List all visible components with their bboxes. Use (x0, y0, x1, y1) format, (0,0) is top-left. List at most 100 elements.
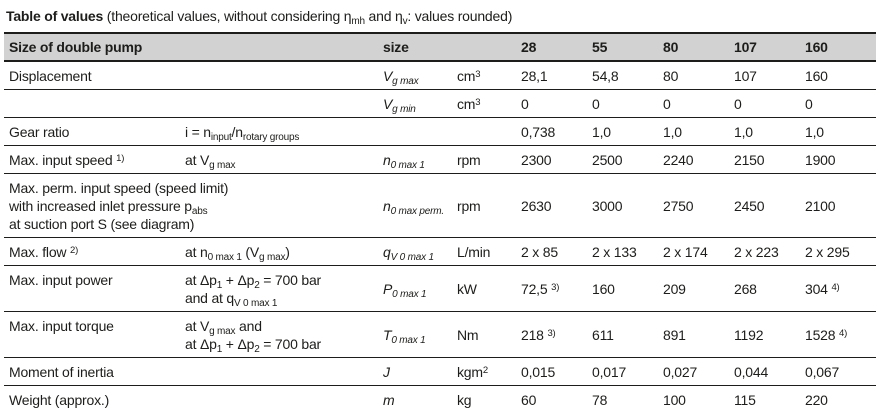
value-cell: 72,5 3) (521, 281, 560, 297)
value-cell: 0,067 (805, 364, 840, 380)
table-header-row: Size of double pump size 28 55 80 107 16… (4, 33, 876, 61)
value-cell: 2300 (521, 152, 552, 168)
param-label: Displacement (9, 68, 92, 84)
header-size-55: 55 (592, 39, 608, 55)
value-cell: 218 3) (521, 327, 556, 343)
table-title: Table of values (theoretical values, wit… (6, 7, 876, 27)
value-cell: 0,027 (663, 364, 698, 380)
param-symbol: Vg min (383, 96, 416, 115)
value-cell: 60 (521, 392, 537, 408)
value-cell: 0,015 (521, 364, 556, 380)
value-cell: 107 (734, 68, 757, 84)
value-cell: 304 4) (805, 281, 840, 297)
header-size: size (383, 39, 409, 55)
param-condition: i = ninput/nrotary groups (185, 124, 300, 143)
value-cell: 1,0 (592, 124, 611, 140)
param-condition: at Δp1 + Δp2 = 700 bar and at qV 0 max 1 (185, 272, 322, 309)
header-size-160: 160 (805, 39, 828, 55)
param-unit: rpm (457, 198, 481, 214)
value-cell: 160 (805, 68, 828, 84)
values-table: Size of double pump size 28 55 80 107 16… (4, 32, 876, 412)
param-symbol: n0 max perm. (383, 198, 444, 217)
param-condition (185, 358, 383, 386)
table-title-bold: Table of values (6, 8, 104, 24)
value-cell: 2 x 133 (592, 244, 637, 260)
header-size-80: 80 (663, 39, 679, 55)
value-cell: 2750 (663, 198, 694, 214)
table-row: Max. perm. input speed (speed limit) with… (4, 174, 876, 238)
param-condition (185, 386, 383, 412)
table-row: Weight (approx.) m kg 60 78 100 115 220 (4, 386, 876, 412)
param-unit: L/min (457, 244, 491, 260)
value-cell: 0,044 (734, 364, 769, 380)
param-condition: at Vg max and at Δp1 + Δp2 = 700 bar (185, 318, 322, 355)
header-size-of-double-pump: Size of double pump (9, 39, 143, 55)
table-row: Max. input speed 1) at Vg max n0 max 1 r… (4, 146, 876, 174)
value-cell: 0 (663, 96, 671, 112)
param-label: Max. flow 2) (9, 244, 79, 260)
value-cell: 0 (805, 96, 813, 112)
header-size-28: 28 (521, 39, 537, 55)
header-unit-column (457, 33, 521, 61)
value-cell: 100 (663, 392, 686, 408)
value-cell: 54,8 (592, 68, 619, 84)
value-cell: 28,1 (521, 68, 548, 84)
value-cell: 0,017 (592, 364, 627, 380)
param-symbol: qV 0 max 1 (383, 244, 434, 263)
value-cell: 891 (663, 327, 686, 343)
param-unit: kg (457, 392, 472, 408)
value-cell: 80 (663, 68, 679, 84)
value-cell: 1528 4) (805, 327, 848, 343)
param-label: Moment of inertia (9, 364, 114, 380)
param-symbol: T0 max 1 (383, 327, 426, 346)
value-cell: 2100 (805, 198, 836, 214)
param-label: Max. input power (9, 272, 113, 288)
table-row: Vg min cm3 0 0 0 0 0 (4, 90, 876, 118)
param-unit: cm3 (457, 68, 481, 84)
value-cell: 0 (592, 96, 600, 112)
value-cell: 0 (521, 96, 529, 112)
value-cell: 1900 (805, 152, 836, 168)
param-symbol: Vg max (383, 68, 419, 87)
param-symbol: P0 max 1 (383, 281, 427, 300)
table-row: Displacement Vg max cm3 28,1 54,8 80 107… (4, 61, 876, 90)
table-row: Max. input power at Δp1 + Δp2 = 700 bar a… (4, 266, 876, 312)
value-cell: 1,0 (805, 124, 824, 140)
value-cell: 2 x 174 (663, 244, 708, 260)
param-label: Max. input torque (9, 318, 114, 334)
param-symbol: n0 max 1 (383, 152, 425, 171)
table-row: Max. input torque at Vg max and at Δp1 + … (4, 312, 876, 358)
value-cell: 0,738 (521, 124, 556, 140)
param-label: Gear ratio (9, 124, 70, 140)
table-row: Max. flow 2) at n0 max 1 (Vg max) qV 0 m… (4, 238, 876, 266)
value-cell: 1,0 (663, 124, 682, 140)
param-unit: cm3 (457, 96, 481, 112)
param-unit: rpm (457, 152, 481, 168)
value-cell: 3000 (592, 198, 623, 214)
value-cell: 209 (663, 281, 686, 297)
param-symbol (383, 118, 457, 146)
param-label (4, 90, 185, 118)
param-label: Weight (approx.) (9, 392, 110, 408)
value-cell: 1,0 (734, 124, 753, 140)
table-row: Moment of inertia J kgm2 0,015 0,017 0,0… (4, 358, 876, 386)
param-symbol: m (383, 392, 395, 408)
value-cell: 78 (592, 392, 608, 408)
param-condition (185, 90, 383, 118)
value-cell: 2240 (663, 152, 694, 168)
param-condition: at n0 max 1 (Vg max) (185, 244, 290, 263)
param-label: Max. input speed 1) (9, 152, 125, 168)
value-cell: 2 x 223 (734, 244, 779, 260)
value-cell: 115 (734, 392, 756, 408)
value-cell: 2150 (734, 152, 765, 168)
param-unit (457, 118, 521, 146)
header-size-107: 107 (734, 39, 757, 55)
value-cell: 2 x 295 (805, 244, 850, 260)
param-unit: kW (457, 281, 477, 297)
param-condition: at Vg max (185, 152, 236, 171)
table-row: Gear ratio i = ninput/nrotary groups 0,7… (4, 118, 876, 146)
value-cell: 0 (734, 96, 742, 112)
value-cell: 611 (592, 327, 614, 343)
param-unit: kgm2 (457, 364, 488, 380)
